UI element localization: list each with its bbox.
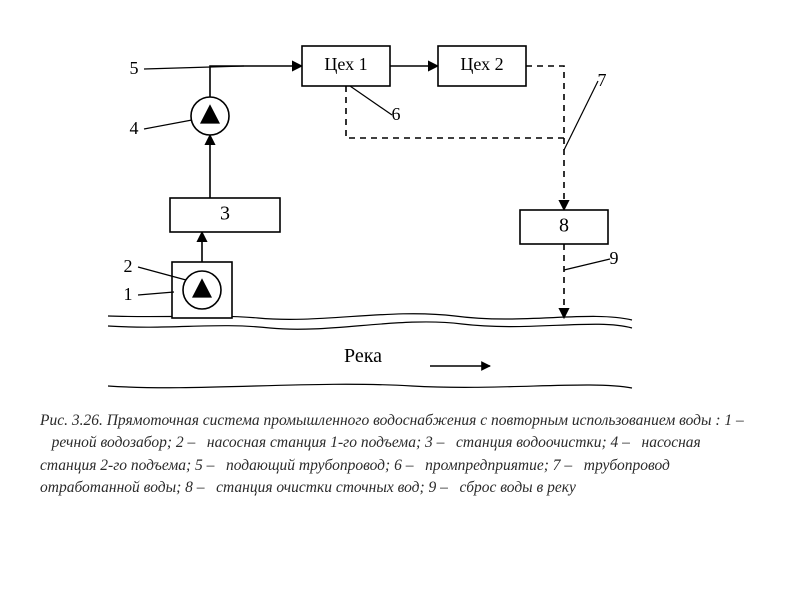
svg-text:1: 1 [124, 284, 133, 304]
svg-text:9: 9 [610, 248, 619, 268]
figure-caption: Рис. 3.26. Прямоточная система промышлен… [40, 410, 760, 500]
svg-text:3: 3 [220, 203, 230, 225]
svg-text:Река: Река [344, 345, 382, 367]
svg-text:5: 5 [130, 58, 139, 78]
edges-dashed [346, 66, 564, 318]
water-supply-diagram: Река 3 Цех 1 Цех 2 8 1 2 4 5 6 7 9 [0, 0, 800, 400]
svg-text:Цех 2: Цех 2 [460, 54, 503, 74]
river: Река [108, 314, 632, 388]
caption-prefix: Рис. 3.26. [40, 412, 107, 429]
svg-text:Цех 1: Цех 1 [324, 54, 367, 74]
nodes: 3 Цех 1 Цех 2 8 [170, 46, 608, 318]
svg-text:7: 7 [598, 70, 607, 90]
svg-text:8: 8 [559, 215, 569, 237]
caption-title: Прямоточная система промышленного водосн… [107, 412, 725, 429]
svg-text:4: 4 [130, 118, 139, 138]
svg-text:6: 6 [392, 104, 401, 124]
svg-text:2: 2 [124, 256, 133, 276]
